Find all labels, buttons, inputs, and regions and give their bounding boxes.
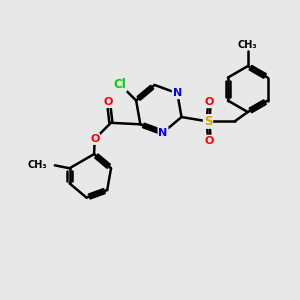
Text: N: N <box>173 88 182 98</box>
Text: O: O <box>90 134 99 144</box>
Text: O: O <box>205 97 214 107</box>
Text: Cl: Cl <box>114 78 126 91</box>
Text: CH₃: CH₃ <box>28 160 47 170</box>
Text: N: N <box>158 128 168 138</box>
Text: O: O <box>104 97 113 107</box>
Text: S: S <box>204 115 212 128</box>
Text: CH₃: CH₃ <box>238 40 258 50</box>
Text: O: O <box>205 136 214 146</box>
